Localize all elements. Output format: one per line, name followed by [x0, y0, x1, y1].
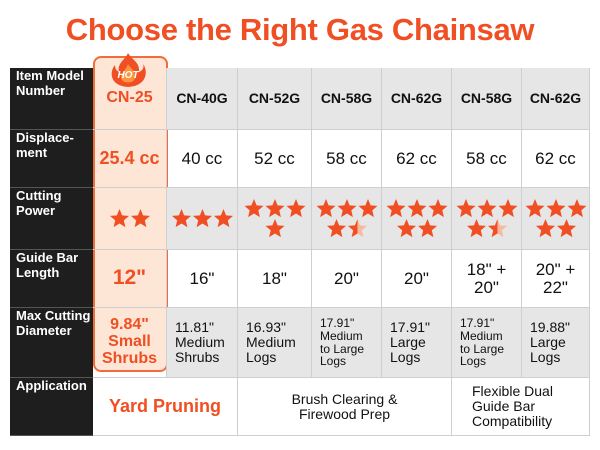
cell: CN-52G — [238, 68, 312, 130]
cell: CN-62G — [522, 68, 590, 130]
cell: CN-40G — [167, 68, 238, 130]
star — [546, 199, 566, 218]
star — [244, 199, 264, 218]
star — [477, 199, 497, 218]
rating-cell — [452, 188, 522, 250]
rating-cell — [382, 188, 452, 250]
stars — [110, 209, 150, 228]
cell: 62 cc — [522, 130, 590, 188]
cell: 16.93" Medium Logs — [238, 308, 312, 378]
rating-cell — [522, 188, 590, 250]
stars — [456, 199, 518, 238]
cell: 17.91" Medium to Large Logs — [452, 308, 522, 378]
cell: CN-58G — [452, 68, 522, 130]
star — [348, 219, 367, 238]
star — [337, 199, 357, 218]
cell: CN-58G — [312, 68, 382, 130]
star — [557, 219, 576, 238]
row-label: Guide Bar Length — [10, 250, 93, 308]
star — [110, 209, 129, 228]
star — [172, 209, 191, 228]
cell: 20" — [382, 250, 452, 308]
star — [327, 219, 346, 238]
star — [536, 219, 555, 238]
stars — [172, 209, 233, 228]
star — [407, 199, 427, 218]
row-label: Displace- ment — [10, 130, 93, 188]
cell: CN-62G — [382, 68, 452, 130]
cell: 18" — [238, 250, 312, 308]
stars — [316, 199, 378, 238]
rating-cell — [93, 188, 167, 250]
cell: CN-25 — [93, 68, 167, 130]
star — [358, 199, 378, 218]
cell: 58 cc — [452, 130, 522, 188]
cell: 11.81" Medium Shrubs — [167, 308, 238, 378]
stars — [244, 199, 306, 238]
rating-cell — [312, 188, 382, 250]
cell: 17.91" Medium to Large Logs — [312, 308, 382, 378]
cell: 17.91" Large Logs — [382, 308, 452, 378]
row-label: Cutting Power — [10, 188, 93, 250]
rating-cell — [167, 188, 238, 250]
hot-flame — [111, 53, 146, 87]
cell: 9.84" Small Shrubs — [93, 308, 167, 378]
cell: 40 cc — [167, 130, 238, 188]
cell: 12" — [93, 250, 167, 308]
cell: 58 cc — [312, 130, 382, 188]
row-label: Item Model Number — [10, 68, 93, 130]
star — [488, 219, 507, 238]
cell: 25.4 cc — [93, 130, 167, 188]
star — [386, 199, 406, 218]
hot-badge: HOT — [117, 70, 139, 81]
star — [286, 199, 306, 218]
cell: Flexible Dual Guide Bar Compatibility — [452, 378, 590, 436]
cell: 52 cc — [238, 130, 312, 188]
cell: 62 cc — [382, 130, 452, 188]
cell: Yard Pruning — [93, 378, 238, 436]
row-label: Max Cutting Diameter — [10, 308, 93, 378]
star — [456, 199, 476, 218]
cell: 20" — [312, 250, 382, 308]
star — [214, 209, 233, 228]
cell: 18" + 20" — [452, 250, 522, 308]
stars — [525, 199, 587, 238]
cell: 20" + 22" — [522, 250, 590, 308]
title: Choose the Right Gas Chainsaw — [65, 12, 535, 47]
star — [131, 209, 150, 228]
star — [265, 199, 285, 218]
star — [498, 199, 518, 218]
highlight-column — [93, 56, 168, 372]
star — [397, 219, 416, 238]
cell: 16" — [167, 250, 238, 308]
star — [265, 219, 285, 238]
star — [428, 199, 448, 218]
row-label: Application — [10, 378, 93, 436]
star — [467, 219, 486, 238]
cell: 19.88" Large Logs — [522, 308, 590, 378]
star — [193, 209, 212, 228]
star — [316, 199, 336, 218]
stars — [386, 199, 448, 238]
star — [567, 199, 587, 218]
star — [418, 219, 437, 238]
rating-cell — [238, 188, 312, 250]
cell: Brush Clearing & Firewood Prep — [238, 378, 452, 436]
star — [525, 199, 545, 218]
